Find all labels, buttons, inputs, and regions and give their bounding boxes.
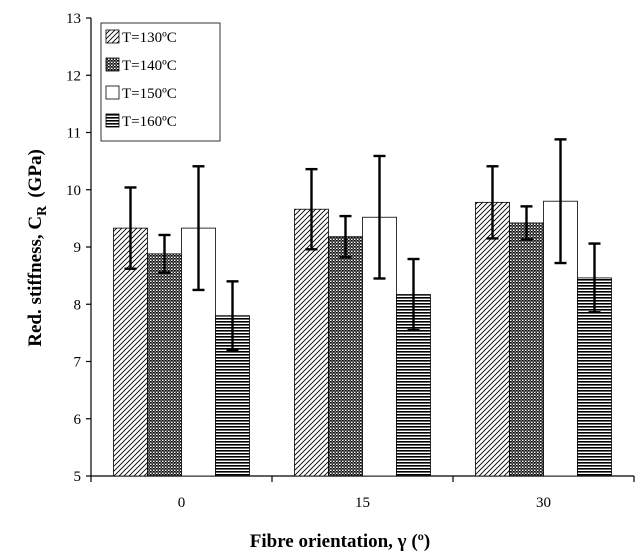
bar (509, 222, 544, 477)
legend: T=130ºC T=140ºC T=150ºC T=160ºC (100, 22, 221, 142)
x-axis-title: Fibre orientation, γ (º) (250, 531, 431, 552)
bar (328, 236, 363, 477)
y-axis-title-subscript: R (35, 205, 50, 216)
bar (475, 201, 510, 477)
legend-swatch (105, 85, 120, 100)
legend-label: T=130ºC (122, 30, 177, 46)
y-tick-label: 12 (66, 68, 81, 84)
legend-box (100, 22, 221, 142)
y-axis-title-unit: (GPa) (25, 149, 46, 198)
y-tick-label: 13 (66, 11, 81, 27)
error-bar (305, 167, 318, 251)
legend-item: T=140ºC (105, 57, 177, 74)
bars-group (113, 200, 612, 477)
legend-item: T=130ºC (105, 29, 177, 46)
y-tick-label: 11 (67, 126, 81, 142)
error-bar (192, 165, 205, 292)
x-axis-ticks: 0 15 30 (90, 476, 635, 511)
y-tick-label: 5 (74, 469, 82, 485)
error-bar (226, 280, 239, 352)
x-tick-label: 30 (536, 495, 551, 511)
y-axis-ticks: 5 6 7 8 9 10 11 12 13 (66, 11, 91, 485)
error-bar (407, 257, 420, 332)
bar (147, 253, 182, 477)
legend-label: T=160ºC (122, 114, 177, 130)
legend-label: T=140ºC (122, 58, 177, 74)
y-tick-label: 7 (74, 355, 82, 371)
legend-label: T=150ºC (122, 86, 177, 102)
y-tick-label: 6 (74, 412, 82, 428)
error-bars-group (124, 138, 601, 352)
error-bar (554, 138, 567, 265)
x-tick-label: 0 (178, 495, 186, 511)
x-tick-label: 15 (355, 495, 370, 511)
y-tick-label: 10 (66, 183, 81, 199)
legend-item: T=150ºC (105, 85, 177, 102)
error-bar (588, 242, 601, 314)
y-tick-label: 9 (74, 240, 82, 256)
y-axis-title: Red. stiffness, CR (GPa) (25, 149, 50, 347)
legend-swatch (105, 57, 120, 72)
y-tick-label: 8 (74, 297, 82, 313)
error-bar (124, 186, 137, 270)
y-axis-title-main: Red. stiffness, C (25, 216, 46, 347)
legend-swatch (105, 29, 120, 44)
error-bar (373, 154, 386, 280)
bar (294, 208, 329, 477)
legend-item: T=160ºC (105, 113, 177, 130)
error-bar (486, 165, 499, 240)
legend-swatch (105, 113, 120, 128)
error-bar (520, 205, 533, 241)
error-bar (158, 233, 171, 274)
error-bar (339, 214, 352, 259)
